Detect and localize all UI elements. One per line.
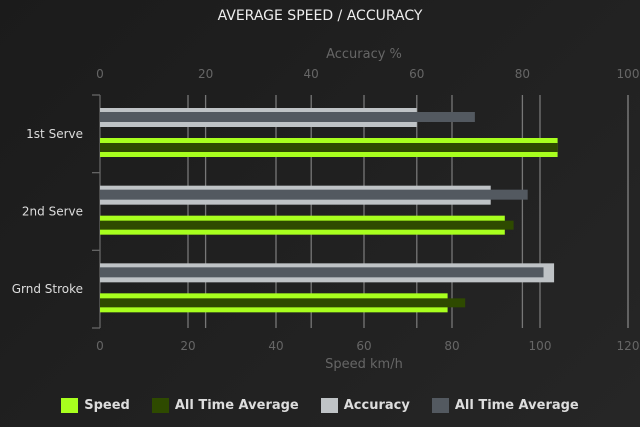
bar-speed-average <box>100 220 514 230</box>
bar-accuracy-average <box>100 112 475 122</box>
axis-title-accuracy: Accuracy % <box>326 47 402 62</box>
tick-label-accuracy: 100 <box>617 67 640 81</box>
legend-item[interactable]: Speed <box>61 398 130 413</box>
category-label: 1st Serve <box>26 127 83 141</box>
tick-label-speed: 40 <box>268 339 283 353</box>
bar-speed-average <box>100 143 558 152</box>
legend-swatch <box>151 398 169 413</box>
tick-label-accuracy: 20 <box>198 67 213 81</box>
legend-swatch <box>431 398 449 413</box>
legend: Speed All Time Average Accuracy All Time Av… <box>0 398 640 413</box>
legend-item[interactable]: Accuracy <box>320 398 410 413</box>
tick-label-accuracy: 0 <box>96 67 104 81</box>
tick-label-accuracy: 40 <box>304 67 319 81</box>
tick-label-speed: 0 <box>96 339 104 353</box>
legend-swatch <box>61 398 79 413</box>
category-label: Grnd Stroke <box>12 282 83 296</box>
tick-label-accuracy: 80 <box>515 67 530 81</box>
tick-label-speed: 20 <box>180 339 195 353</box>
tick-label-speed: 120 <box>617 339 640 353</box>
legend-label: All Time Average <box>174 398 299 413</box>
legend-label: All Time Average <box>454 398 579 413</box>
legend-item[interactable]: All Time Average <box>151 398 299 413</box>
tick-label-accuracy: 60 <box>409 67 424 81</box>
bar-accuracy-average <box>100 189 528 200</box>
legend-label: Accuracy <box>343 398 410 413</box>
tick-label-speed: 60 <box>356 339 371 353</box>
chart-title: AVERAGE SPEED / ACCURACY <box>217 8 423 24</box>
bar-speed-average <box>100 298 466 308</box>
legend-label: Speed <box>84 398 130 413</box>
legend-swatch <box>320 398 338 413</box>
tick-label-speed: 80 <box>444 339 459 353</box>
bar-accuracy-average <box>100 267 544 278</box>
category-label: 2nd Serve <box>22 205 83 219</box>
tick-label-speed: 100 <box>529 339 552 353</box>
axis-title-speed: Speed km/h <box>325 357 403 372</box>
legend-item[interactable]: All Time Average <box>431 398 579 413</box>
